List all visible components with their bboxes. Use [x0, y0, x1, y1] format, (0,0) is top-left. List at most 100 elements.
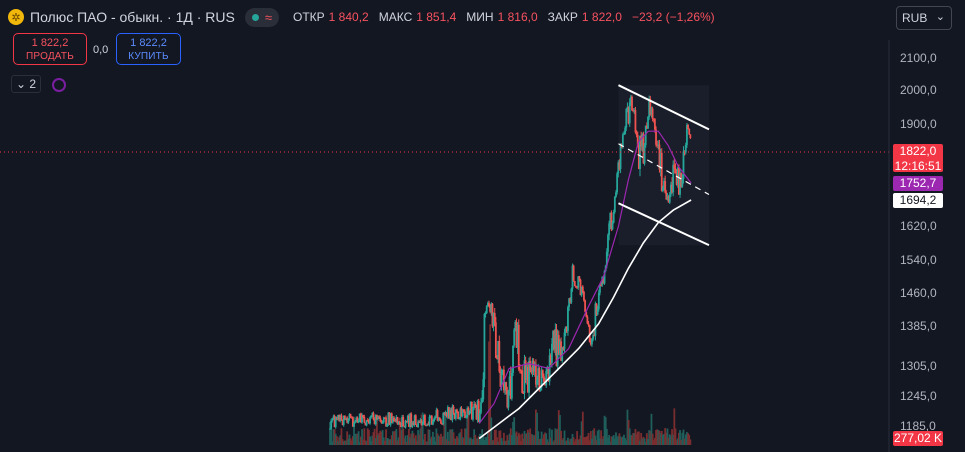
volume-bar [639, 440, 641, 445]
candle-body [376, 414, 378, 420]
volume-bar [477, 436, 480, 445]
volume-bar [552, 441, 554, 445]
candle-body [496, 357, 498, 359]
candle-body [601, 276, 604, 285]
volume-bar [377, 434, 379, 445]
trend-channel[interactable] [618, 84, 710, 247]
candle-body [351, 417, 354, 427]
candle-body [421, 422, 424, 426]
volume-bar [346, 431, 349, 445]
volume-bar [332, 429, 335, 445]
volume-bar [620, 437, 623, 445]
candle-body [332, 416, 335, 419]
candle-body [501, 369, 504, 371]
candle-body [672, 164, 675, 193]
candle-body [428, 416, 431, 426]
candle-body [516, 324, 519, 348]
volume-bar [424, 434, 426, 445]
volume-bar [669, 435, 672, 445]
volume-bar [397, 437, 400, 445]
candle-body [675, 169, 678, 185]
candle-body [341, 419, 344, 425]
candle-body [609, 212, 612, 224]
candle-body [619, 144, 622, 170]
candle-body [514, 321, 517, 330]
volume-bar [687, 433, 689, 445]
volume-bar [512, 421, 514, 445]
candle-body [513, 329, 516, 346]
candle-body [567, 307, 569, 332]
candle-body [483, 313, 486, 380]
candle-body [461, 409, 464, 417]
price-axis[interactable]: 2100,0 2000,0 1900,0 1620,0 1540,0 1460,0 1385… [888, 40, 937, 452]
volume-bar [585, 436, 588, 445]
volume-bar [681, 432, 684, 445]
candle-body [380, 421, 383, 424]
volume-bar [469, 437, 472, 445]
candle-body [411, 422, 414, 428]
candle-body [490, 303, 493, 312]
candle-body [369, 417, 371, 424]
candle-body [433, 418, 435, 422]
volume-bar [643, 438, 646, 445]
candle-body [621, 134, 624, 148]
candle-body [417, 421, 419, 428]
indicator-circle-icon[interactable] [52, 78, 66, 92]
symbol-title[interactable]: Полюс ПАО - обыкн. · 1Д · RUS [30, 9, 235, 25]
sell-button[interactable]: 1 822,2 ПРОДАТЬ [13, 33, 87, 65]
volume-bar [438, 436, 441, 445]
volume-bar [362, 439, 365, 445]
volume-bar [359, 436, 362, 445]
candle-body [632, 110, 635, 112]
candle-body [543, 376, 545, 382]
market-status[interactable]: ≈ [244, 7, 279, 27]
volume-bar [339, 435, 342, 445]
volume-bar [451, 429, 454, 445]
indicators-collapse-button[interactable]: ⌄ 2 [11, 75, 41, 93]
volume-bar [535, 409, 537, 445]
candle-body [456, 409, 458, 412]
candle-body [666, 196, 669, 200]
ma-slow-label: 1694,2 [893, 193, 943, 208]
volume-bar [486, 433, 489, 445]
candle-body [663, 180, 665, 188]
candle-body [429, 415, 432, 417]
candle-body [492, 312, 495, 327]
volume-bar [580, 421, 583, 445]
volume-bar [441, 436, 444, 445]
volume-bar [448, 440, 450, 445]
volume-bar [530, 434, 533, 445]
volume-bar [560, 430, 562, 445]
currency-select[interactable]: RUB ⌄ [896, 6, 952, 30]
price-axis-tick-label: 1185,0 [900, 419, 936, 433]
price-axis-tick-label: 1305,0 [900, 359, 937, 373]
volume-bar [522, 438, 525, 445]
candle-body [355, 417, 358, 422]
volume-bar [516, 436, 519, 445]
candle-body [334, 417, 337, 428]
volume-bar [568, 441, 570, 445]
volume-bar [379, 430, 382, 445]
candle-body [680, 173, 683, 187]
candle-body [420, 420, 423, 426]
candle-body [664, 180, 667, 193]
volume-bar [430, 436, 433, 445]
volume-bar [410, 433, 413, 445]
volume-bar [330, 418, 333, 445]
candle-body [587, 323, 590, 326]
candle-body [437, 418, 440, 421]
volume-bar [403, 438, 406, 445]
buy-button[interactable]: 1 822,2 КУПИТЬ [116, 33, 181, 65]
volume-bar [602, 436, 605, 445]
volume-bar [449, 429, 452, 445]
volume-bar [417, 430, 419, 445]
candle-body [565, 326, 568, 332]
candle-body [378, 416, 381, 418]
volume-bar [663, 434, 665, 445]
volume-bar [353, 416, 355, 445]
volume-bar [578, 439, 581, 445]
candle-body [674, 168, 677, 170]
volume-bar [641, 438, 644, 445]
volume-bar [411, 430, 414, 445]
